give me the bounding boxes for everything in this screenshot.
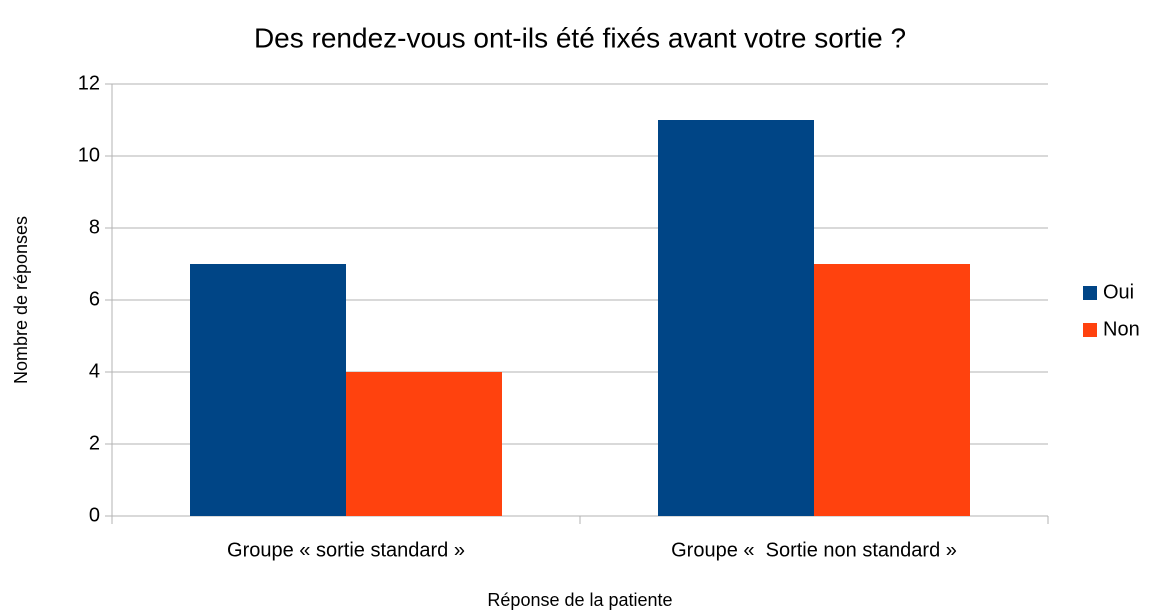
y-tick-label: 2	[89, 432, 100, 454]
legend-label: Oui	[1103, 281, 1134, 303]
y-axis-label: Nombre de réponses	[11, 216, 31, 384]
chart-title: Des rendez-vous ont-ils été fixés avant …	[254, 22, 906, 53]
bar	[190, 264, 346, 516]
x-tick-label: Groupe « sortie standard »	[227, 539, 465, 561]
legend-label: Non	[1103, 318, 1140, 340]
y-tick-label: 0	[89, 504, 100, 526]
y-tick-label: 12	[78, 72, 100, 94]
y-tick-label: 8	[89, 216, 100, 238]
y-tick-label: 6	[89, 288, 100, 310]
bar	[814, 264, 970, 516]
y-tick-label: 4	[89, 360, 100, 382]
legend-swatch	[1083, 286, 1097, 300]
y-tick-label: 10	[78, 144, 100, 166]
legend-swatch	[1083, 323, 1097, 337]
bar	[658, 120, 814, 516]
x-tick-label: Groupe « Sortie non standard »	[671, 539, 957, 561]
bar	[346, 372, 502, 516]
x-axis-label: Réponse de la patiente	[487, 590, 672, 610]
